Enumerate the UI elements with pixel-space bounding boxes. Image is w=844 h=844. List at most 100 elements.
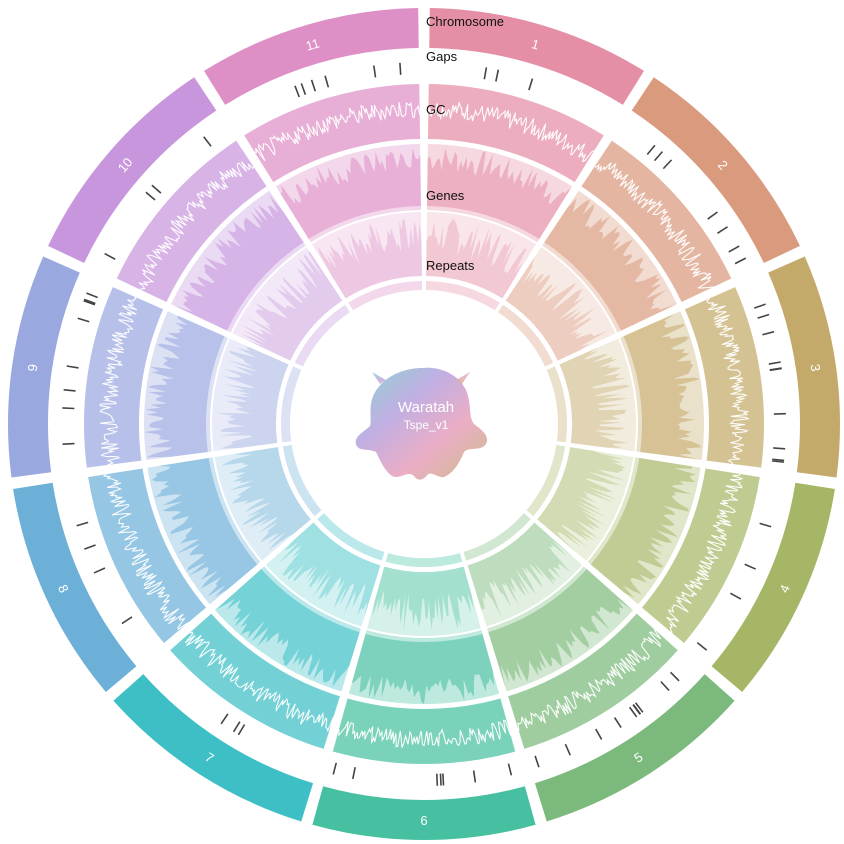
gap-tick	[670, 671, 680, 682]
gap-tick	[771, 460, 785, 463]
gap-tick	[145, 191, 156, 201]
gap-tick	[62, 407, 75, 410]
gap-tick	[717, 226, 728, 234]
gap-tick	[232, 721, 241, 733]
gap-tick	[744, 563, 756, 570]
repeats-density	[216, 346, 289, 449]
repeats-background	[214, 447, 311, 561]
inner-ring-segment	[282, 444, 322, 517]
gap-tick	[634, 702, 644, 713]
gc-line	[594, 162, 714, 289]
gap-tick	[84, 544, 96, 550]
gap-tick	[528, 78, 534, 91]
gap-tick	[483, 67, 488, 80]
gap-tick	[754, 303, 766, 309]
genes-density	[427, 148, 572, 239]
gap-tick	[653, 151, 664, 162]
gap-tick	[439, 773, 442, 786]
repeats-density	[221, 447, 311, 551]
repeats-density	[240, 250, 343, 361]
genes-density	[144, 315, 225, 458]
chromosome-segment	[204, 8, 419, 105]
chromosome-segment	[429, 8, 644, 105]
gap-tick	[728, 245, 740, 253]
gap-tick	[772, 458, 785, 462]
inner-ring-segment	[463, 513, 531, 561]
chromosome-segment	[113, 674, 314, 822]
repeats-background	[537, 447, 634, 561]
gc-line	[517, 628, 662, 732]
gap-tick	[495, 69, 500, 82]
genes-density	[152, 458, 258, 598]
gap-tick	[352, 767, 356, 780]
repeats-background	[426, 212, 537, 299]
gap-tick	[104, 252, 116, 260]
repeats-background	[212, 338, 289, 452]
inner-ring-segment	[348, 281, 423, 311]
gap-tick	[595, 728, 603, 740]
gap-tick	[613, 717, 622, 729]
inner-ring-segment	[526, 444, 566, 517]
track-label-gc: GC	[426, 102, 446, 117]
gap-tick	[734, 257, 747, 265]
inner-ring-segment	[385, 553, 463, 567]
gap-tick	[62, 442, 75, 445]
gc-line	[254, 101, 421, 162]
repeats-density	[318, 219, 422, 299]
gc-line	[427, 102, 595, 163]
gap-tick	[660, 681, 670, 692]
repeats-density	[559, 347, 629, 448]
gc-band	[508, 613, 678, 749]
gc-band	[170, 613, 340, 749]
chromosome-segment	[631, 77, 800, 264]
gap-tick	[220, 713, 229, 725]
repeats-density	[467, 522, 573, 618]
gc-band	[332, 698, 516, 765]
gap-tick	[646, 144, 656, 155]
gap-tick	[442, 773, 445, 786]
inner-ring-segment	[546, 366, 567, 443]
chromosome-label: 11	[304, 35, 321, 53]
chromosome-rings	[7, 8, 841, 840]
gap-tick	[768, 361, 781, 365]
chromosome-label: 1	[530, 36, 541, 52]
gap-tick	[757, 313, 770, 319]
genes-density	[488, 569, 632, 687]
center-title: Waratah	[398, 399, 454, 416]
chromosome-segment	[711, 482, 835, 693]
gc-band	[581, 140, 732, 302]
gc-track-lines	[99, 101, 751, 748]
gap-tick	[564, 743, 571, 756]
gc-line	[338, 719, 512, 748]
repeats-density	[426, 218, 527, 299]
track-label-repeats: Repeats	[426, 258, 475, 273]
gap-tick	[86, 292, 98, 299]
gap-tick	[332, 762, 338, 775]
gap-tick	[76, 521, 89, 527]
gap-tick	[472, 770, 477, 783]
center-subtitle: Tspe_v1	[404, 418, 449, 432]
gap-tick	[373, 65, 377, 78]
chromosome-segment	[534, 674, 735, 822]
gap-tick	[729, 592, 742, 600]
repeats-density	[371, 566, 474, 632]
gc-line	[138, 161, 254, 290]
gc-band	[684, 287, 764, 468]
gap-tick	[294, 85, 300, 98]
track-label-genes: Genes	[426, 188, 465, 203]
inner-ring-segment	[294, 304, 350, 367]
gap-tick	[300, 83, 307, 95]
track-label-chromosome: Chromosome	[426, 14, 504, 29]
gap-tick	[310, 79, 317, 92]
gap-tick	[66, 365, 79, 369]
waratah-flower-logo: Waratah Tspe_v1	[355, 367, 488, 480]
gap-tick	[93, 567, 106, 574]
repeats-density	[277, 522, 381, 618]
repeats-density	[505, 255, 609, 361]
gap-tick	[83, 298, 96, 305]
genes-density	[590, 458, 697, 599]
repeats-background	[505, 247, 616, 361]
genes-density	[544, 198, 677, 331]
gc-band	[116, 140, 267, 302]
